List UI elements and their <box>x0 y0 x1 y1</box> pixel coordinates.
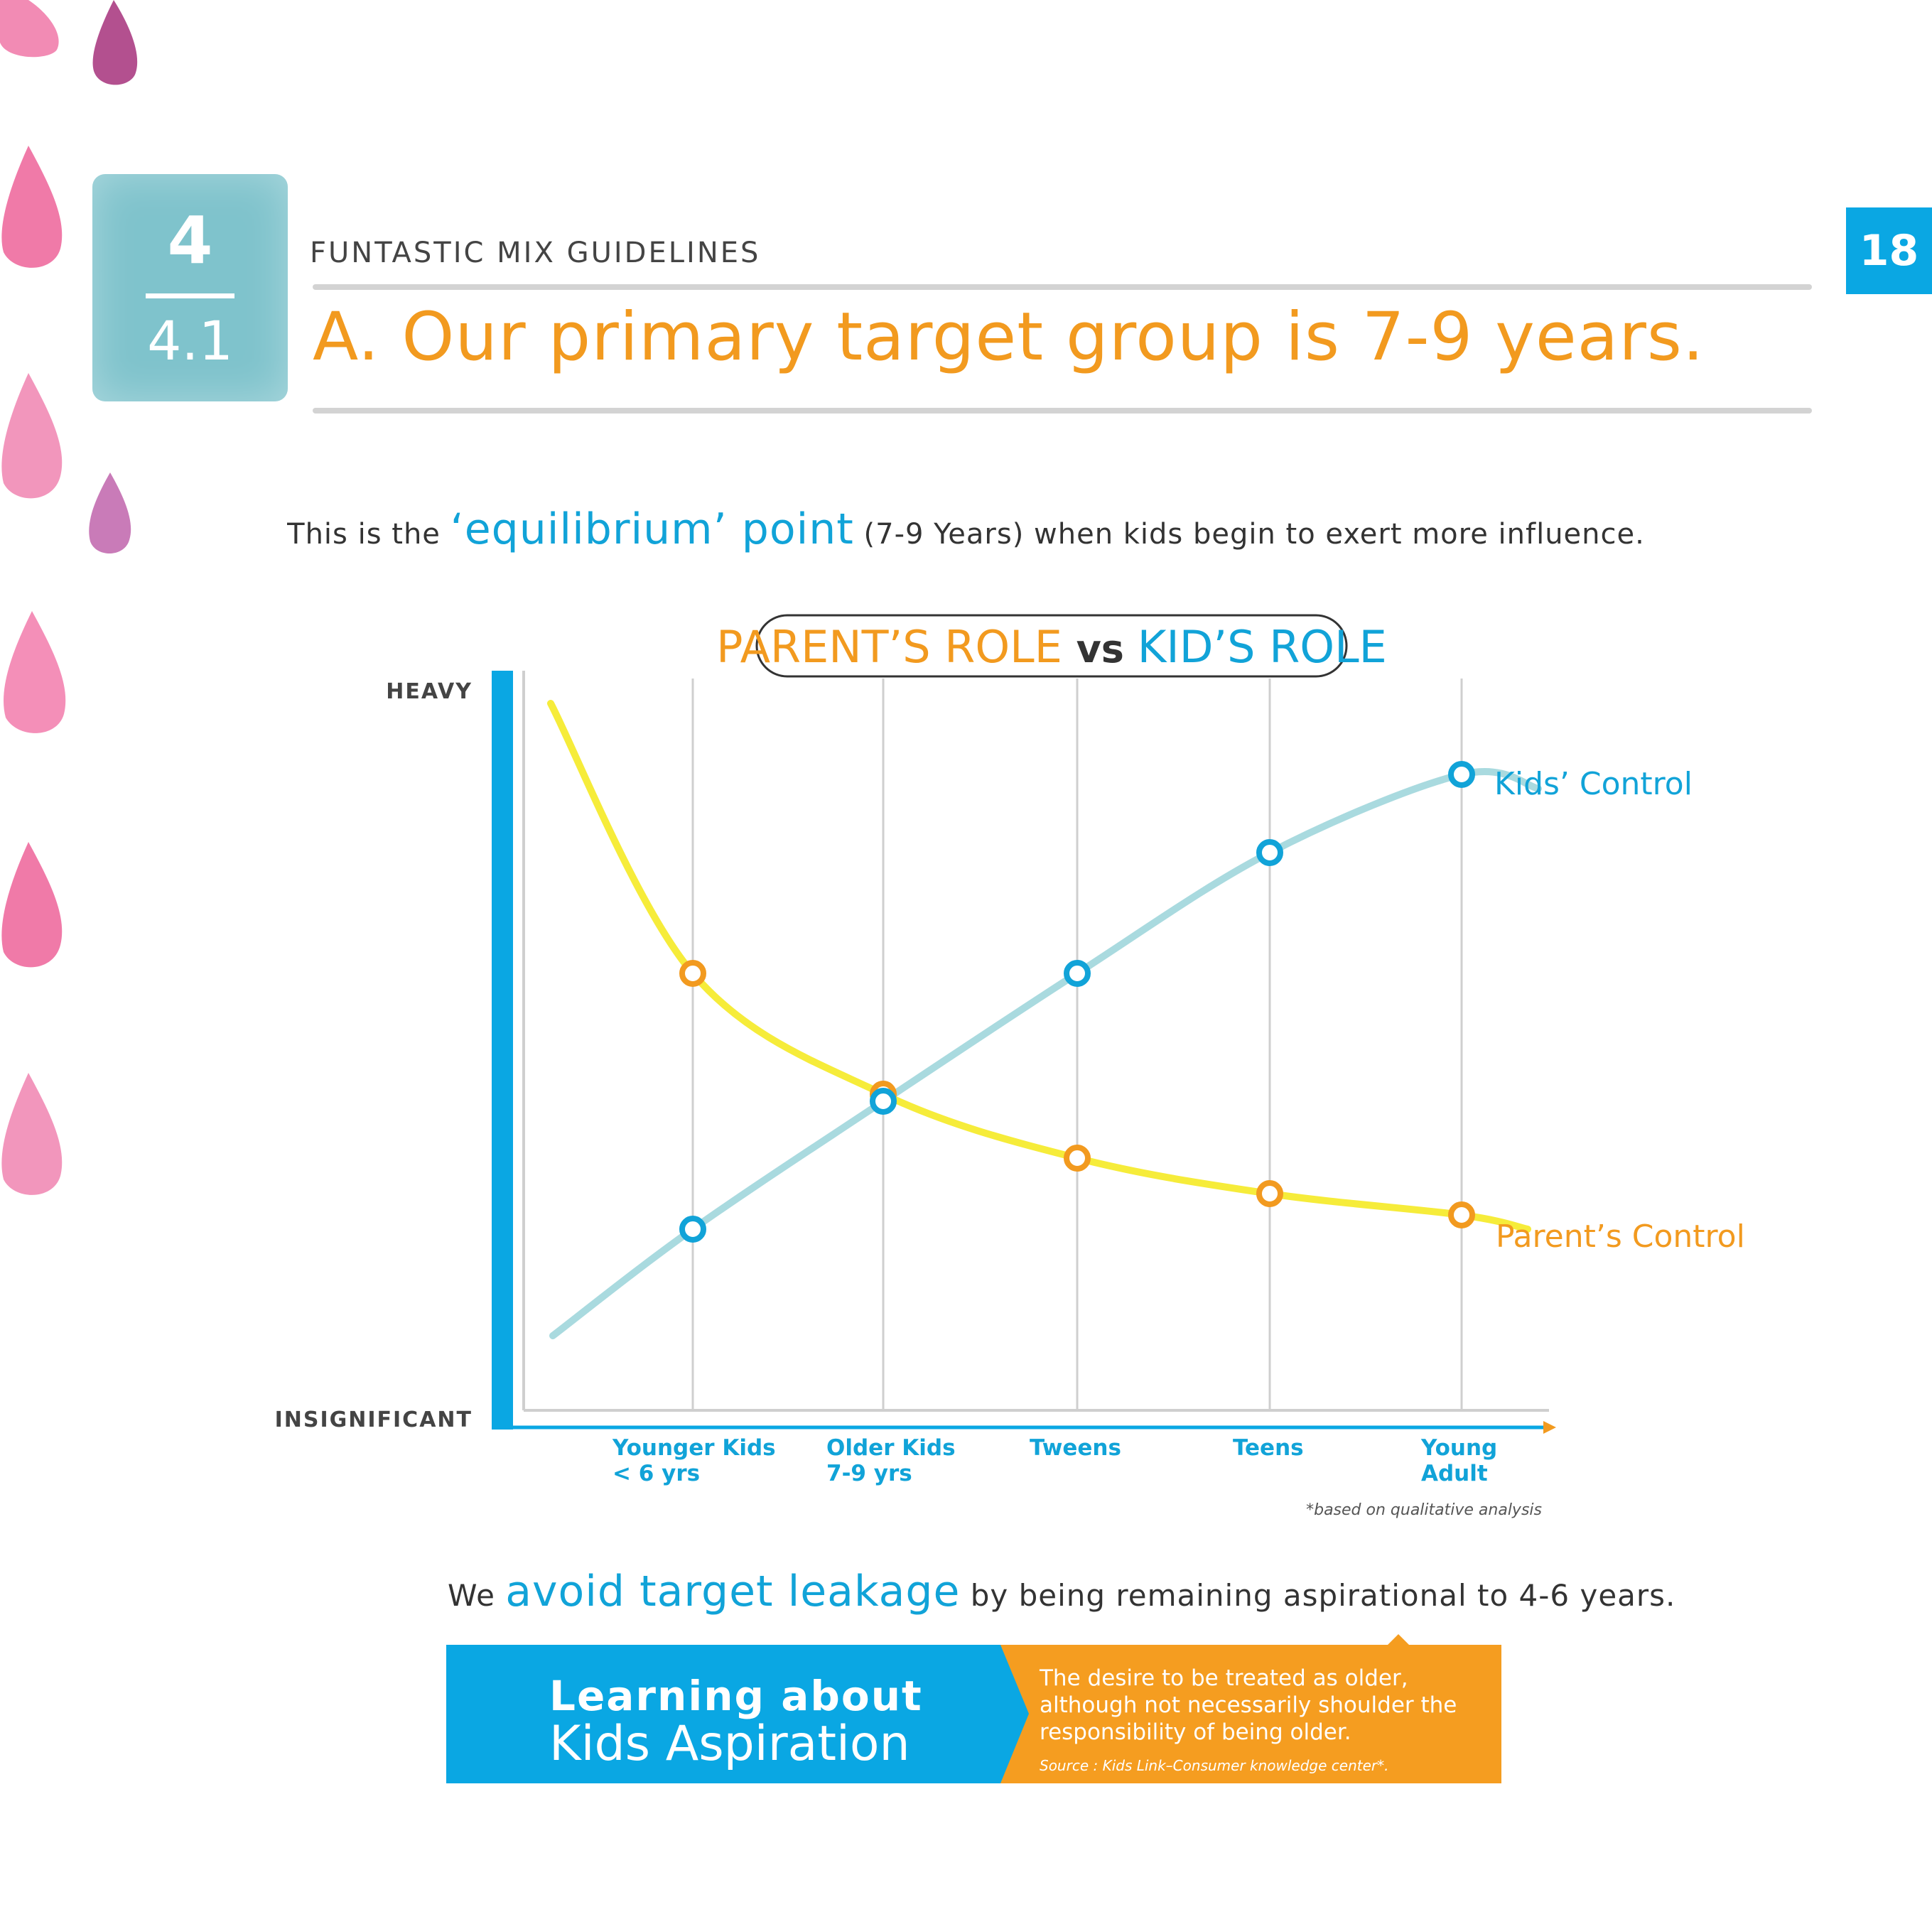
banner-arrow <box>993 1645 1029 1783</box>
drop-shape <box>1 842 63 968</box>
section-badge: 4 4.1 <box>92 174 288 401</box>
parents-control-point <box>679 960 706 987</box>
footer-after: by being remaining aspirational to 4-6 y… <box>960 1578 1676 1613</box>
top-rule <box>313 284 1812 290</box>
aspiration-banner: The desire to be treated as older, altho… <box>446 1631 1501 1783</box>
x-axis-arrow <box>1543 1421 1556 1434</box>
lede-highlight: ‘equilibrium’ point <box>450 504 854 554</box>
chart-title: PARENT’S ROLE vs KID’S ROLE <box>716 621 1387 673</box>
chart-grid <box>492 671 1556 1434</box>
footer-highlight: avoid target leakage <box>505 1567 961 1616</box>
chart-title-pill <box>755 614 1348 678</box>
banner-left-panel: Learning about Kids Aspiration <box>446 1645 1000 1783</box>
lede-after: (7-9 Years) when kids begin to exert mor… <box>853 518 1645 551</box>
chart-markers <box>679 761 1475 1243</box>
x-tick-label: Adult <box>1421 1461 1488 1486</box>
y-axis-bar <box>492 671 513 1430</box>
section-subnumber: 4.1 <box>147 309 233 372</box>
page-title: A. Our primary target group is 7-9 years… <box>313 298 1705 376</box>
x-tick-label: < 6 yrs <box>612 1461 700 1486</box>
drop-shape <box>1 146 63 268</box>
kids-control-point <box>679 1216 706 1243</box>
x-tick-label: Older Kids <box>826 1435 956 1461</box>
footer-line: We avoid target leakage by being remaini… <box>448 1567 1675 1616</box>
banner-source: Source : Kids Link–Consumer knowledge ce… <box>1040 1757 1389 1774</box>
drop-shape <box>1 1073 63 1195</box>
banner-title-line2: Kids Aspiration <box>549 1716 910 1772</box>
bottom-rule <box>313 408 1812 414</box>
banner-right-panel: The desire to be treated as older, altho… <box>972 1645 1501 1783</box>
kids-control-point <box>1064 960 1091 987</box>
series-label-parents: Parent’s Control <box>1496 1219 1745 1255</box>
chart-note: *based on qualitative analysis <box>1306 1501 1542 1519</box>
kids-control-point <box>870 1088 897 1115</box>
series-label-kids: Kids’ Control <box>1494 766 1693 802</box>
role-chart: Kids’ Control Parent’s Control HEAVY INSIGN… <box>275 614 1745 1519</box>
x-tick-label: Younger Kids <box>612 1435 776 1461</box>
drop-shape <box>1 373 63 499</box>
chart-title-left: PARENT’S ROLE <box>716 621 1076 673</box>
footer-before: We <box>448 1578 506 1613</box>
x-tick-label: Teens <box>1233 1435 1304 1461</box>
kids-control-point <box>1256 839 1283 866</box>
decor-drops <box>0 0 138 1195</box>
banner-title-line1: Learning about <box>549 1672 923 1720</box>
kids-control-point <box>1448 761 1475 788</box>
kicker: FUNTASTIC MIX GUIDELINES <box>310 237 761 269</box>
x-tick-label: 7-9 yrs <box>826 1461 912 1486</box>
chart-title-vs: vs <box>1076 627 1138 671</box>
drop-shape <box>0 0 59 58</box>
chart-text: Kids’ Control Parent’s Control HEAVY INSIGN… <box>275 614 1745 1519</box>
lede: This is the ‘equilibrium’ point (7-9 Yea… <box>0 504 1932 554</box>
page-number: 18 <box>1846 207 1932 294</box>
y-label-insignificant: INSIGNIFICANT <box>275 1407 473 1432</box>
parents-control-point <box>1256 1180 1283 1207</box>
lede-before: This is the <box>287 518 450 551</box>
banner-text: The desire to be treated as older, altho… <box>1040 1665 1457 1745</box>
drop-shape <box>89 472 131 554</box>
x-tick-label: Young <box>1420 1435 1497 1461</box>
section-number: 4 <box>167 202 213 279</box>
parents-control-point <box>1064 1145 1091 1172</box>
parents-control-point <box>1448 1201 1475 1228</box>
y-label-heavy: HEAVY <box>386 679 473 704</box>
drop-shape <box>4 611 66 733</box>
kids-control-line <box>549 768 1542 1339</box>
x-tick-label: Tweens <box>1030 1435 1121 1461</box>
chart-title-right: KID’S ROLE <box>1138 621 1387 673</box>
section-divider <box>146 293 234 298</box>
parents-control-line <box>547 700 1531 1233</box>
drop-shape <box>92 0 138 85</box>
